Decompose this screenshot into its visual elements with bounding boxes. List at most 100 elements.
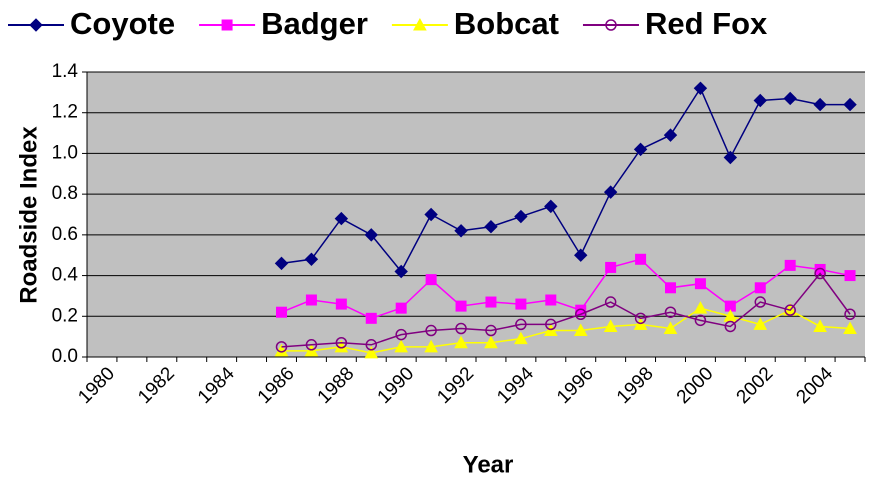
marker bbox=[394, 264, 408, 279]
x-tick-label: 1980 bbox=[74, 363, 119, 408]
x-tick-label: 1996 bbox=[553, 363, 598, 408]
marker bbox=[455, 300, 467, 312]
marker bbox=[424, 339, 438, 353]
marker bbox=[635, 253, 647, 265]
marker bbox=[843, 321, 857, 334]
marker bbox=[753, 317, 768, 330]
marker bbox=[275, 341, 288, 353]
marker bbox=[514, 331, 528, 345]
marker bbox=[663, 321, 678, 334]
y-tick-label: 0.2 bbox=[52, 305, 78, 326]
marker bbox=[364, 345, 379, 359]
x-tick-label: 1994 bbox=[493, 363, 538, 408]
marker bbox=[515, 318, 527, 331]
x-tick-label: 1982 bbox=[134, 363, 179, 408]
x-tick-label: 1984 bbox=[194, 363, 239, 408]
marker bbox=[485, 296, 497, 308]
marker bbox=[723, 150, 738, 165]
marker bbox=[783, 91, 797, 106]
y-tick-label: 1.4 bbox=[52, 61, 79, 82]
marker bbox=[335, 337, 348, 349]
x-tick-label: 1988 bbox=[314, 363, 359, 408]
marker bbox=[663, 128, 678, 142]
marker bbox=[29, 18, 43, 32]
marker bbox=[274, 256, 289, 271]
marker bbox=[455, 322, 467, 335]
marker bbox=[395, 302, 407, 314]
marker bbox=[454, 224, 468, 238]
marker bbox=[276, 306, 287, 318]
marker bbox=[573, 323, 588, 337]
marker bbox=[485, 324, 497, 337]
x-tick-label: 1992 bbox=[433, 363, 478, 408]
legend-item: Coyote bbox=[8, 6, 175, 41]
marker bbox=[634, 312, 647, 325]
marker bbox=[484, 220, 498, 234]
marker bbox=[394, 339, 409, 353]
marker bbox=[605, 261, 617, 273]
series bbox=[274, 81, 857, 279]
marker bbox=[365, 339, 378, 351]
marker bbox=[304, 252, 319, 266]
series-line bbox=[281, 86, 851, 273]
marker bbox=[515, 298, 527, 310]
x-tick-label: 1986 bbox=[254, 363, 299, 408]
legend-label: Bobcat bbox=[454, 6, 559, 41]
y-tick-label: 0.8 bbox=[52, 183, 78, 204]
marker bbox=[603, 319, 618, 332]
marker bbox=[843, 97, 857, 112]
marker bbox=[544, 199, 558, 214]
marker bbox=[754, 296, 767, 308]
marker bbox=[514, 209, 528, 224]
y-tick-label: 1.0 bbox=[52, 142, 78, 163]
legend-item: Badger bbox=[199, 6, 368, 41]
marker bbox=[664, 306, 677, 318]
y-tick-label: 0.0 bbox=[52, 346, 78, 367]
x-tick-label: 2002 bbox=[733, 363, 778, 408]
marker bbox=[221, 19, 233, 31]
legend-label: Coyote bbox=[70, 6, 175, 41]
marker bbox=[545, 318, 557, 331]
marker bbox=[605, 19, 617, 31]
y-tick-label: 1.2 bbox=[52, 102, 78, 123]
x-tick-label: 1990 bbox=[374, 363, 419, 408]
x-tick-label: 1998 bbox=[613, 363, 658, 408]
marker bbox=[454, 335, 468, 349]
marker bbox=[603, 185, 618, 199]
marker bbox=[574, 248, 588, 262]
marker bbox=[633, 142, 648, 157]
marker bbox=[545, 294, 557, 306]
series-line bbox=[281, 307, 851, 354]
marker bbox=[334, 211, 349, 226]
marker bbox=[604, 296, 617, 308]
marker bbox=[753, 93, 767, 108]
marker bbox=[305, 339, 318, 351]
marker bbox=[484, 335, 498, 349]
marker bbox=[693, 81, 708, 95]
marker bbox=[305, 294, 317, 306]
marker bbox=[724, 320, 737, 333]
marker bbox=[693, 301, 708, 314]
marker bbox=[665, 282, 676, 294]
marker bbox=[784, 304, 796, 316]
marker bbox=[844, 308, 856, 320]
marker bbox=[844, 270, 856, 282]
marker bbox=[754, 282, 766, 294]
marker bbox=[694, 314, 707, 327]
marker bbox=[365, 312, 377, 324]
marker bbox=[364, 228, 378, 242]
marker bbox=[425, 274, 437, 286]
marker bbox=[413, 17, 427, 31]
marker bbox=[694, 278, 706, 290]
legend-label: Badger bbox=[261, 6, 368, 41]
series bbox=[275, 267, 856, 353]
marker bbox=[784, 259, 796, 271]
y-tick-label: 0.4 bbox=[52, 265, 79, 286]
legend-item: Red Fox bbox=[582, 6, 768, 41]
marker bbox=[575, 304, 587, 316]
series bbox=[276, 253, 856, 324]
legend-item: Bobcat bbox=[391, 6, 559, 41]
plot-area bbox=[87, 72, 865, 357]
y-axis-title: Roadside Index bbox=[15, 126, 42, 304]
